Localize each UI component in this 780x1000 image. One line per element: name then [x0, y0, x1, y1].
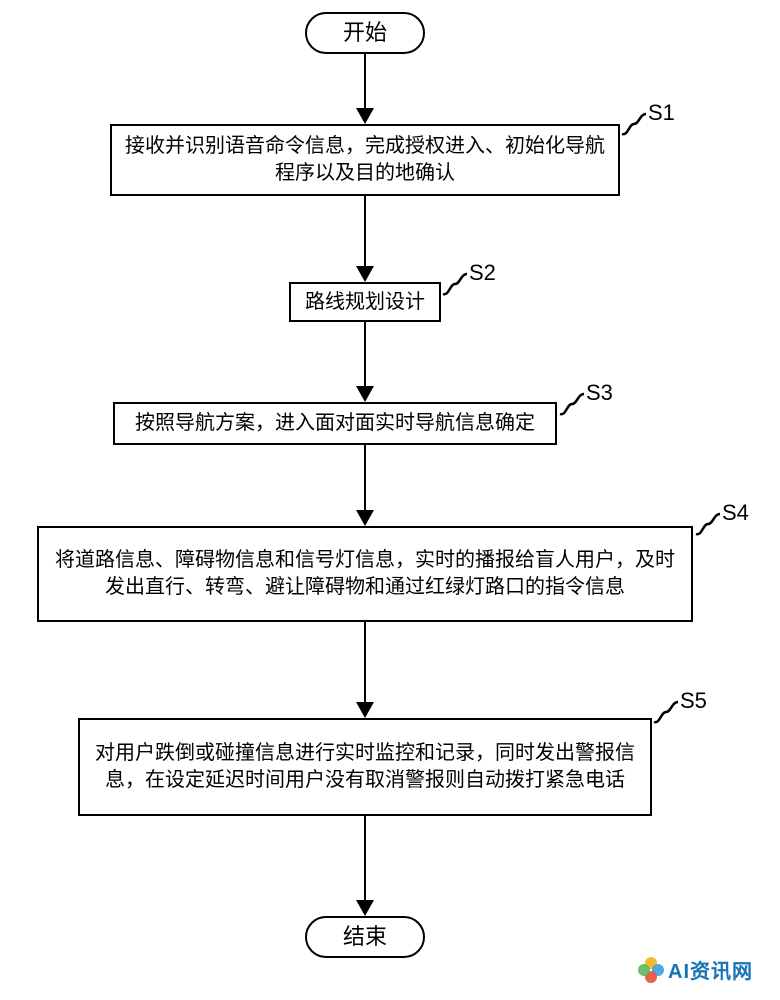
s4-label-connector — [694, 512, 722, 540]
s2-label-connector — [441, 272, 469, 300]
s1-label: S1 — [648, 100, 675, 126]
terminator-end: 结束 — [305, 916, 425, 958]
edge-start-s1 — [356, 54, 374, 124]
flowchart-canvas: 开始 接收并识别语音命令信息，完成授权进入、初始化导航程序以及目的地确认 S1 … — [0, 0, 780, 1000]
watermark-text: AI资讯网 — [668, 955, 753, 984]
edge-s2-s3 — [356, 322, 374, 402]
terminator-start-text: 开始 — [343, 22, 387, 44]
terminator-end-text: 结束 — [343, 926, 387, 948]
terminator-start: 开始 — [305, 12, 425, 54]
process-s3-text: 按照导航方案，进入面对面实时导航信息确定 — [135, 410, 535, 437]
s5-label-connector — [652, 700, 680, 728]
s5-label: S5 — [680, 688, 707, 714]
watermark-flower-icon — [638, 957, 664, 983]
s3-label: S3 — [586, 380, 613, 406]
s4-label: S4 — [722, 500, 749, 526]
watermark: AI资讯网 — [638, 955, 753, 984]
edge-s3-s4 — [356, 445, 374, 526]
process-s3: 按照导航方案，进入面对面实时导航信息确定 — [113, 402, 557, 445]
s1-label-connector — [620, 112, 648, 140]
process-s1: 接收并识别语音命令信息，完成授权进入、初始化导航程序以及目的地确认 — [110, 124, 620, 196]
process-s4-text: 将道路信息、障碍物信息和信号灯信息，实时的播报给盲人用户，及时发出直行、转弯、避… — [49, 547, 681, 601]
process-s5-text: 对用户跌倒或碰撞信息进行实时监控和记录，同时发出警报信息，在设定延迟时间用户没有… — [90, 740, 640, 794]
edge-s5-end — [356, 816, 374, 916]
process-s1-text: 接收并识别语音命令信息，完成授权进入、初始化导航程序以及目的地确认 — [122, 133, 608, 187]
process-s4: 将道路信息、障碍物信息和信号灯信息，实时的播报给盲人用户，及时发出直行、转弯、避… — [37, 526, 693, 622]
s3-label-connector — [558, 392, 586, 420]
edge-s1-s2 — [356, 196, 374, 282]
process-s2-text: 路线规划设计 — [305, 289, 425, 316]
process-s2: 路线规划设计 — [289, 282, 441, 322]
edge-s4-s5 — [356, 622, 374, 718]
process-s5: 对用户跌倒或碰撞信息进行实时监控和记录，同时发出警报信息，在设定延迟时间用户没有… — [78, 718, 652, 816]
s2-label: S2 — [469, 260, 496, 286]
